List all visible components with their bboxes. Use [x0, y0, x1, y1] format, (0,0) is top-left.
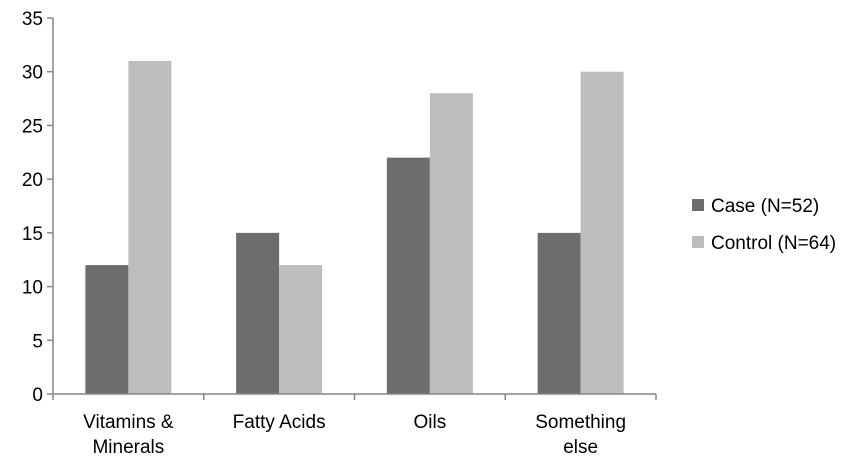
legend-label: Control (N=64) — [711, 233, 836, 254]
legend-swatch — [692, 236, 704, 248]
legend-swatch — [692, 199, 704, 211]
y-tick-label: 15 — [22, 224, 43, 245]
y-axis: 0 5 10 15 20 25 30 35 — [22, 9, 54, 406]
y-tick-label: 10 — [22, 278, 43, 299]
x-category-label: Oils — [414, 412, 447, 433]
bars — [85, 60, 624, 394]
y-tick-label: 20 — [22, 170, 43, 191]
bar-case — [537, 232, 581, 394]
bar-case — [85, 265, 129, 394]
y-tick-label: 0 — [32, 385, 43, 406]
x-category-label: Something — [535, 412, 626, 433]
bar-case — [236, 232, 280, 394]
bar-case — [386, 157, 430, 394]
y-tick-label: 25 — [22, 116, 43, 137]
bar-control — [128, 60, 172, 394]
y-tick-label: 30 — [22, 63, 43, 84]
bar-control — [279, 265, 323, 394]
y-tick-label: 35 — [22, 9, 43, 30]
x-category-label: Fatty Acids — [233, 412, 326, 433]
x-category-label: Minerals — [92, 437, 164, 458]
y-tick-label: 5 — [32, 331, 43, 352]
x-category-label: else — [563, 437, 598, 458]
legend: Case (N=52) Control (N=64) — [692, 196, 836, 254]
legend-label: Case (N=52) — [711, 196, 819, 217]
bar-control — [429, 93, 473, 394]
bar-control — [580, 71, 624, 394]
x-axis: Vitamins & Minerals Fatty Acids Oils Somethi… — [52, 393, 657, 458]
x-category-label: Vitamins & — [83, 412, 174, 433]
